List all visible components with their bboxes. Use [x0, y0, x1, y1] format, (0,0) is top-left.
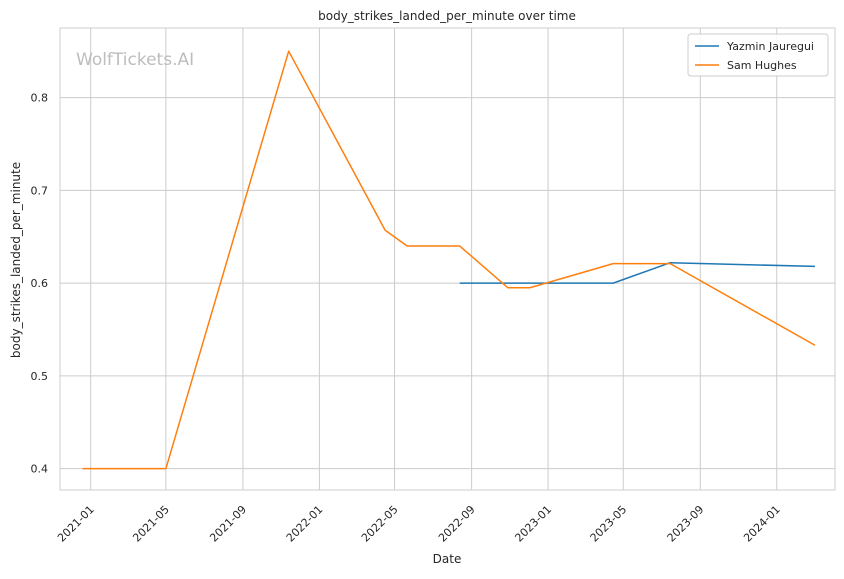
y-axis-label: body_strikes_landed_per_minute	[9, 162, 23, 358]
y-tick-label: 0.4	[31, 463, 49, 476]
legend-label: Yazmin Jauregui	[726, 40, 814, 53]
y-tick-label: 0.6	[31, 277, 49, 290]
x-axis-label: Date	[433, 552, 462, 566]
legend-label: Sam Hughes	[727, 59, 797, 72]
y-tick-label: 0.8	[31, 92, 49, 105]
legend-box	[687, 33, 829, 77]
plot-area-frame	[59, 27, 836, 491]
series-line-0	[459, 261, 815, 284]
y-tick-label: 0.7	[31, 184, 49, 197]
series-line-1	[82, 50, 816, 470]
legend: Yazmin Jauregui Sam Hughes	[687, 33, 829, 77]
y-tick-label: 0.5	[31, 370, 49, 383]
watermark: WolfTickets.AI	[76, 50, 194, 70]
chart-title: body_strikes_landed_per_minute over time	[318, 9, 576, 23]
